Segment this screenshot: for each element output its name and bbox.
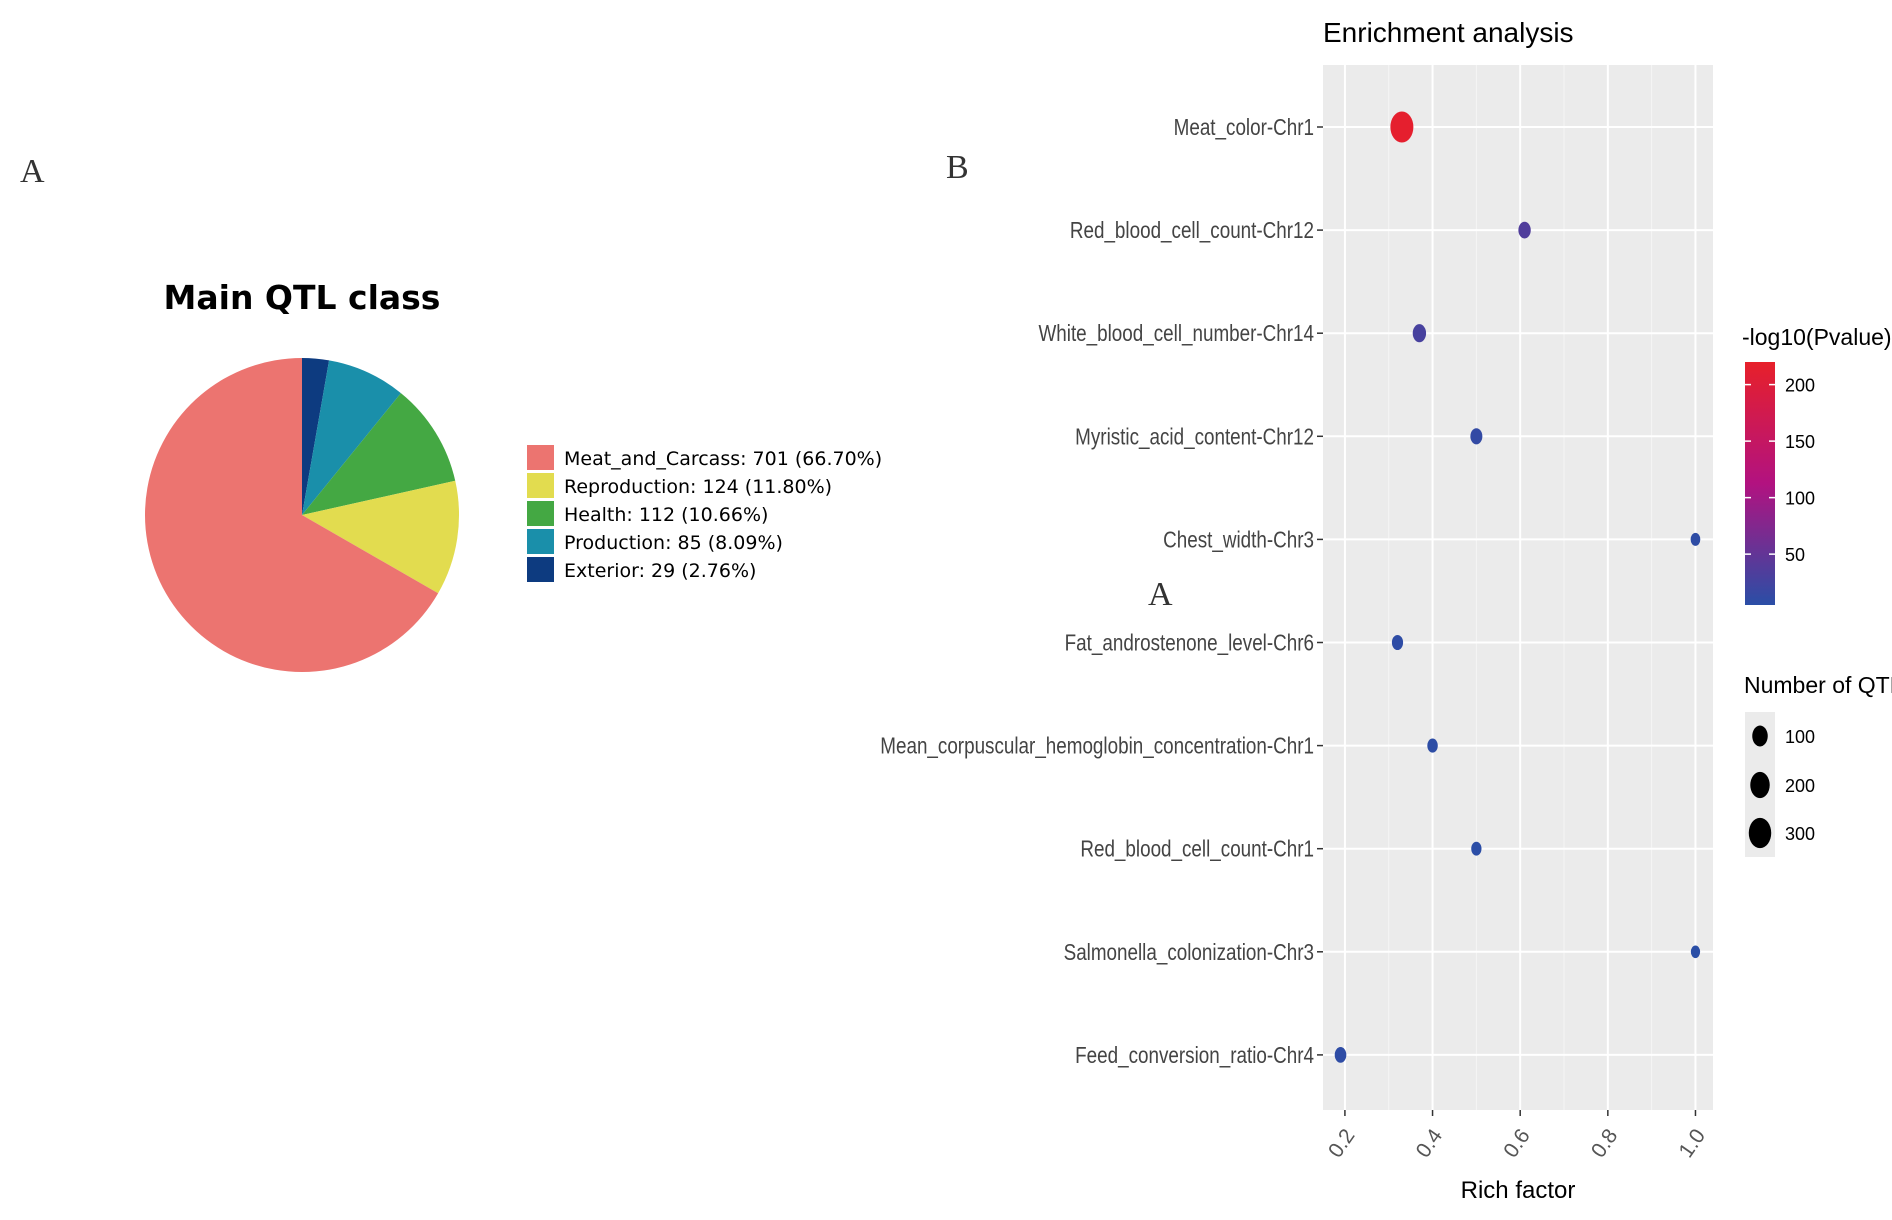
pie-slice-reproduction xyxy=(302,480,460,594)
pie-slice-production xyxy=(302,360,401,515)
panel-letter-b: B xyxy=(946,149,969,186)
category-label: Fat_androstenone_level-Chr6 xyxy=(1065,631,1314,656)
category-label: Feed_conversion_ratio-Chr4 xyxy=(1075,1043,1314,1068)
legend-swatch-reproduction xyxy=(527,473,554,498)
size-legend-keys xyxy=(1748,725,1772,849)
colorbar-tick-label: 150 xyxy=(1785,432,1815,452)
dot-plot-title: Enrichment analysis xyxy=(1323,17,1574,48)
plot-panel-background xyxy=(1323,65,1713,1110)
x-tick-label: 0.8 xyxy=(1587,1125,1623,1162)
size-legend-key xyxy=(1752,725,1768,747)
color-legend-title: -log10(Pvalue) xyxy=(1742,324,1892,350)
pie-slice-meat-and-carcass xyxy=(144,358,439,672)
size-legend-label: 200 xyxy=(1785,776,1815,796)
legend-label-exterior: Exterior: 29 (2.76%) xyxy=(564,560,756,582)
size-legend-label: 100 xyxy=(1785,727,1815,747)
point-salmonella-colonization-chr3 xyxy=(1690,945,1701,959)
point-chest-width-chr3 xyxy=(1690,532,1701,546)
colorbar-tick-labels: 50 100 150 200 xyxy=(1785,376,1815,566)
grid-lines xyxy=(1323,65,1713,1110)
point-red-blood-cell-count-chr12 xyxy=(1518,221,1531,239)
x-tick-label: 0.4 xyxy=(1412,1125,1448,1162)
colorbar-tick-label: 50 xyxy=(1785,545,1805,565)
x-axis-ticks xyxy=(1344,1110,1697,1116)
colorbar-ticks xyxy=(1745,383,1775,555)
colorbar-tick-label: 200 xyxy=(1785,376,1815,396)
size-legend-key xyxy=(1748,817,1772,849)
point-red-blood-cell-count-chr1 xyxy=(1471,841,1482,856)
size-legend-key xyxy=(1750,771,1770,799)
category-label: Salmonella_colonization-Chr3 xyxy=(1064,940,1314,965)
point-white-blood-cell-number-chr14 xyxy=(1412,324,1427,343)
x-tick-label: 1.0 xyxy=(1675,1125,1711,1162)
legend-swatch-health xyxy=(527,501,554,526)
category-label: Chest_width-Chr3 xyxy=(1163,528,1314,553)
enrichment-dot-plot: Enrichment analysis Meat_color-Chr1 Red_… xyxy=(880,17,1892,1204)
point-meat-color-chr1 xyxy=(1390,111,1414,143)
pie-slices xyxy=(144,358,460,672)
category-label: White_blood_cell_number-Chr14 xyxy=(1038,322,1314,347)
color-legend: -log10(Pvalue) 50 100 150 200 xyxy=(1742,324,1892,605)
category-label: Myristic_acid_content-Chr12 xyxy=(1075,425,1314,450)
colorbar-tick-label: 100 xyxy=(1785,489,1815,509)
pie-chart: Main QTL class Meat_and_Carcass: 701 (66… xyxy=(144,278,882,672)
pie-legend: Meat_and_Carcass: 701 (66.70%) Reproduct… xyxy=(527,445,882,582)
pie-title: Main QTL class xyxy=(164,278,441,317)
panel-letter-a-middle: A xyxy=(1148,576,1173,613)
legend-label-health: Health: 112 (10.66%) xyxy=(564,504,768,526)
legend-label-reproduction: Reproduction: 124 (11.80%) xyxy=(564,476,832,498)
data-points xyxy=(1334,111,1701,1063)
legend-label-production: Production: 85 (8.09%) xyxy=(564,532,783,554)
pie-slice-health xyxy=(302,393,456,515)
pie-slice-exterior xyxy=(302,358,330,515)
category-label: Mean_corpuscular_hemoglobin_concentratio… xyxy=(880,734,1314,759)
colorbar xyxy=(1745,362,1775,605)
y-axis-ticks xyxy=(1317,126,1323,1056)
legend-label-meat-and-carcass: Meat_and_Carcass: 701 (66.70%) xyxy=(564,448,882,470)
size-legend-title: Number of QTLs xyxy=(1744,672,1892,698)
legend-swatch-meat-and-carcass xyxy=(527,445,554,470)
point-fat-androstenone-level-chr6 xyxy=(1391,634,1404,651)
category-label: Red_blood_cell_count-Chr12 xyxy=(1070,218,1314,243)
point-myristic-acid-content-chr12 xyxy=(1470,428,1483,445)
x-tick-labels: 0.2 0.4 0.6 0.8 1.0 xyxy=(1324,1125,1710,1162)
panel-letter-a-left: A xyxy=(20,153,45,190)
size-legend-label: 300 xyxy=(1785,824,1815,844)
x-tick-label: 0.2 xyxy=(1324,1125,1360,1162)
legend-swatch-production xyxy=(527,529,554,554)
size-legend-labels: 100 200 300 xyxy=(1785,727,1815,844)
category-label: Meat_color-Chr1 xyxy=(1174,115,1314,140)
x-axis-title: Rich factor xyxy=(1461,1177,1576,1204)
legend-swatch-exterior xyxy=(527,557,554,582)
x-tick-label: 0.6 xyxy=(1499,1125,1535,1162)
category-labels: Meat_color-Chr1 Red_blood_cell_count-Chr… xyxy=(880,115,1314,1068)
point-feed-conversion-ratio-chr4 xyxy=(1334,1047,1347,1063)
point-mean-corpuscular-hemoglobin-concentration-chr1 xyxy=(1427,738,1438,753)
size-legend: Number of QTLs 100 200 300 xyxy=(1744,672,1892,857)
category-label: Red_blood_cell_count-Chr1 xyxy=(1080,837,1314,862)
